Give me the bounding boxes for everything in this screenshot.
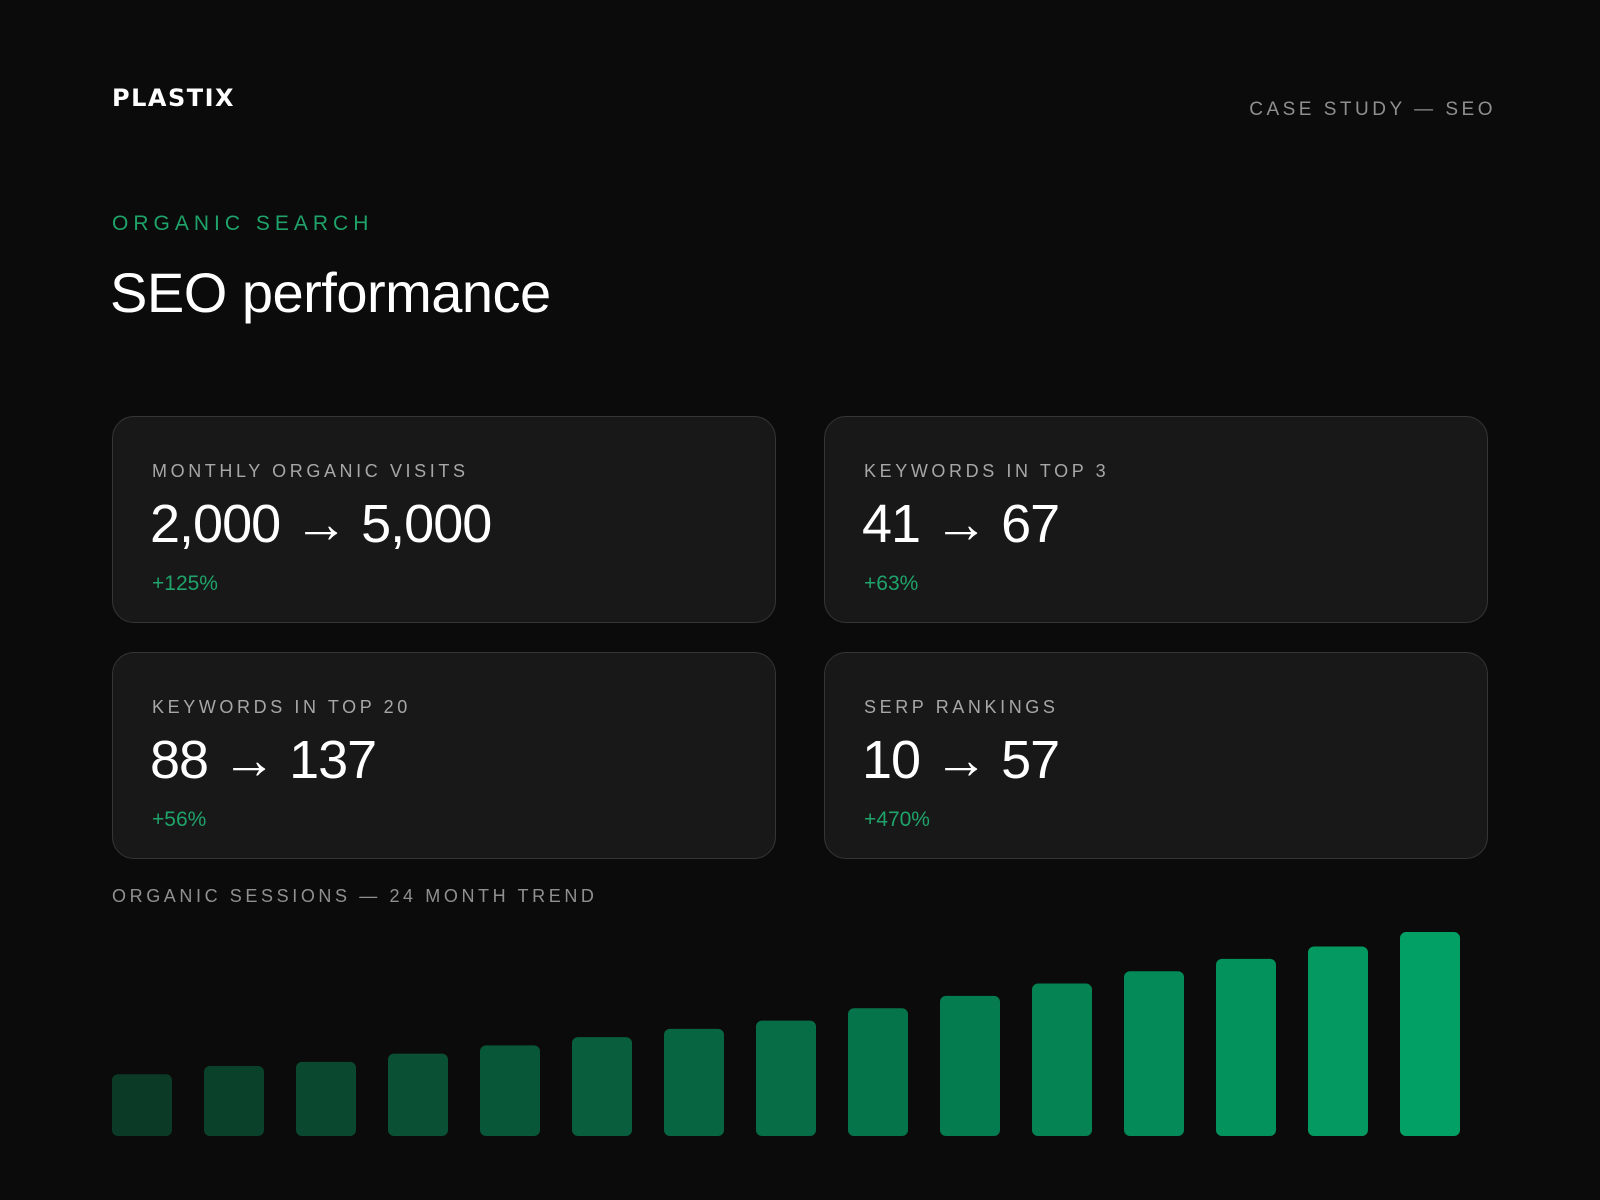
metric-label: KEYWORDS IN TOP 20 bbox=[152, 697, 411, 717]
metric-value: 2,000 → 5,000 bbox=[150, 494, 492, 554]
chart-title: ORGANIC SESSIONS — 24 MONTH TREND bbox=[112, 886, 598, 906]
page-title: SEO performance bbox=[110, 261, 551, 324]
metric-change: +125% bbox=[152, 572, 218, 595]
chart-bar bbox=[1032, 983, 1092, 1136]
chart-bar bbox=[1124, 971, 1184, 1136]
metric-value: 10 → 57 bbox=[862, 730, 1060, 790]
metric-card-organic-visits: MONTHLY ORGANIC VISITS 2,000 → 5,000 +12… bbox=[112, 416, 776, 623]
chart-bar bbox=[664, 1028, 724, 1136]
metric-label: SERP RANKINGS bbox=[864, 697, 1059, 717]
metric-label: MONTHLY ORGANIC VISITS bbox=[152, 461, 469, 481]
chart-bar bbox=[940, 995, 1000, 1136]
metric-change: +470% bbox=[864, 808, 930, 831]
chart-bar bbox=[1308, 946, 1368, 1136]
section-eyebrow: ORGANIC SEARCH bbox=[112, 212, 374, 235]
case-study-tag: CASE STUDY — SEO bbox=[1249, 99, 1496, 120]
chart-bar bbox=[756, 1020, 816, 1136]
metric-card-keywords-top3: KEYWORDS IN TOP 3 41 → 67 +63% bbox=[824, 416, 1488, 623]
metric-card-serp-rankings: SERP RANKINGS 10 → 57 +470% bbox=[824, 652, 1488, 859]
chart-bar bbox=[572, 1037, 632, 1136]
chart-bar bbox=[848, 1008, 908, 1136]
metric-value: 88 → 137 bbox=[150, 730, 377, 790]
metric-change: +63% bbox=[864, 572, 919, 595]
chart-bar bbox=[296, 1061, 356, 1136]
organic-sessions-chart bbox=[112, 932, 1460, 1136]
metric-change: +56% bbox=[152, 808, 207, 831]
chart-bar bbox=[480, 1045, 540, 1136]
chart-bar bbox=[1216, 958, 1276, 1136]
metric-card-keywords-top20: KEYWORDS IN TOP 20 88 → 137 +56% bbox=[112, 652, 776, 859]
logo: PLASTIX bbox=[112, 84, 236, 112]
metric-label: KEYWORDS IN TOP 3 bbox=[864, 461, 1110, 481]
chart-bar bbox=[1400, 932, 1460, 1136]
chart-bar bbox=[388, 1053, 448, 1136]
chart-bar bbox=[112, 1074, 172, 1136]
chart-bar bbox=[204, 1065, 264, 1136]
metric-value: 41 → 67 bbox=[862, 494, 1060, 554]
